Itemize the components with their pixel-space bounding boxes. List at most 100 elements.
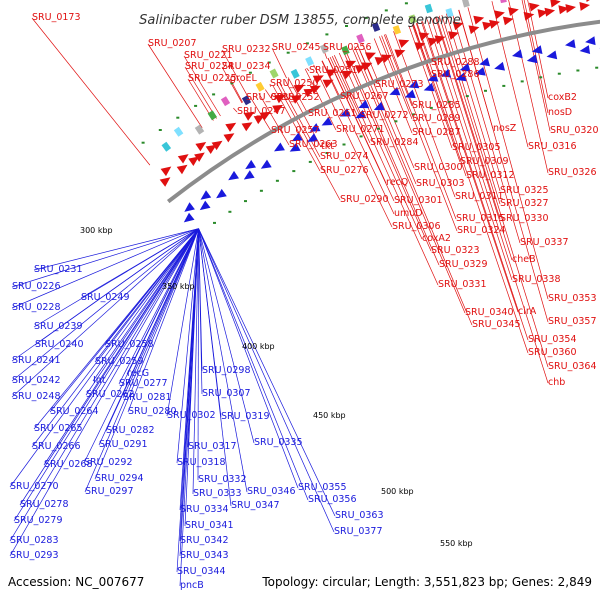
- gene-label: SRU_0234: [222, 61, 271, 72]
- leader-line: [31, 17, 151, 166]
- accession-text: Accession: NC_007677: [8, 575, 144, 589]
- gene-label: SRU_0292: [84, 457, 133, 468]
- gene-label: SRU_0288: [431, 57, 480, 68]
- gene-label: SRU_0268: [44, 459, 93, 470]
- gene-label: SRU_0252: [271, 92, 320, 103]
- gene-label: recG: [127, 368, 149, 379]
- leader-line: [426, 19, 513, 281]
- gene-arrow: [241, 122, 253, 132]
- leader-line: [467, 7, 549, 300]
- gene-arrow: [199, 200, 211, 211]
- scale-label: 400 kbp: [242, 342, 275, 351]
- gene-label: SRU_0312: [466, 170, 515, 181]
- gene-label: SRU_0326: [548, 167, 597, 178]
- gene-label: SRU_0282: [106, 425, 155, 436]
- gc-tick: [394, 120, 398, 123]
- gene-arrow: [211, 140, 223, 151]
- gene-label: SRU_0280: [128, 406, 177, 417]
- gene-arrow: [489, 19, 500, 29]
- gene-label: SRU_0249: [81, 292, 130, 303]
- gene-label: SRU_0330: [500, 213, 549, 224]
- gene-arrow: [358, 99, 370, 109]
- gene-label: SRU_0332: [198, 474, 247, 485]
- leader-line: [33, 228, 199, 271]
- leader-line: [321, 60, 341, 98]
- gene-arrow: [289, 142, 301, 152]
- gene-arrow: [216, 188, 227, 199]
- leader-line: [435, 16, 513, 261]
- gene-arrow: [307, 133, 319, 142]
- gene-arrow: [452, 21, 464, 31]
- gc-tick: [248, 71, 252, 74]
- gene-arrow: [374, 57, 386, 66]
- feature-block: [207, 110, 217, 121]
- gene-arrow: [361, 62, 373, 71]
- leader-line: [9, 228, 199, 488]
- leader-line: [84, 228, 199, 493]
- leader-line: [327, 57, 395, 202]
- gc-tick: [259, 189, 263, 192]
- gene-label: SRU_0315: [456, 213, 505, 224]
- gene-arrow: [274, 94, 286, 104]
- gene-arrow: [228, 170, 239, 181]
- leader-line: [491, 1, 529, 148]
- leader-line: [435, 16, 501, 220]
- leader-line: [94, 228, 199, 480]
- gene-label: SRU_0360: [528, 347, 577, 358]
- gene-arrow: [586, 0, 590, 2]
- gene-label: SRU_0265: [34, 423, 83, 434]
- genome-backbone: [166, 19, 600, 204]
- gene-label: tkt: [321, 141, 334, 152]
- feature-block: [408, 14, 417, 24]
- gene-label: SRU_0247: [237, 106, 286, 117]
- feature-block: [356, 33, 365, 44]
- gene-label: SRU_0239: [34, 321, 83, 332]
- scale-label: 450 kbp: [313, 411, 346, 420]
- gene-label: SRU_0357: [548, 316, 597, 327]
- gc-tick: [228, 210, 232, 213]
- gene-label: SRU_0353: [548, 293, 597, 304]
- leader-line: [258, 93, 290, 146]
- gene-arrow: [184, 202, 195, 212]
- leader-line: [321, 60, 395, 215]
- gene-label: SRU_0363: [335, 510, 384, 521]
- feature-block: [445, 8, 454, 18]
- scale-label: 300 kbp: [80, 226, 113, 235]
- gene-label: SRU_0242: [12, 375, 61, 386]
- leader-line: [233, 107, 238, 113]
- gene-arrow: [585, 36, 596, 46]
- gene-label: SRU_0248: [12, 391, 61, 402]
- gene-label: SRU_0226: [12, 281, 61, 292]
- gene-label: groEL: [230, 73, 258, 84]
- gc-tick: [359, 135, 363, 138]
- gene-arrow: [355, 109, 367, 119]
- gc-tick: [364, 16, 368, 19]
- leader-line: [458, 9, 549, 323]
- gene-label: recQ: [386, 177, 408, 188]
- leader-line: [357, 45, 417, 185]
- gene-label: SRU_0290: [340, 194, 389, 205]
- feature-block: [424, 3, 433, 14]
- gene-label: SRU_0286: [431, 69, 480, 80]
- gc-tick: [502, 84, 506, 87]
- feature-block: [241, 95, 252, 106]
- gene-arrow: [427, 73, 439, 82]
- gene-arrow: [468, 25, 480, 35]
- gc-tick: [141, 141, 145, 144]
- gene-arrow: [309, 85, 321, 95]
- leader-line: [221, 66, 243, 104]
- gc-tick: [376, 127, 380, 130]
- gene-label: SRU_0305: [452, 142, 501, 153]
- gc-tick: [213, 221, 216, 224]
- gene-label: SRU_0300: [414, 162, 463, 173]
- gene-label: SRU_0333: [193, 488, 242, 499]
- gene-arrow: [565, 4, 576, 13]
- gene-arrow: [455, 72, 467, 82]
- gene-arrow: [394, 49, 406, 58]
- leader-line: [265, 89, 272, 99]
- gene-arrow: [183, 212, 195, 223]
- gene-label: SRU_0318: [177, 457, 226, 468]
- gc-tick: [576, 69, 580, 72]
- gene-arrow: [404, 89, 416, 99]
- leader-line: [192, 228, 199, 495]
